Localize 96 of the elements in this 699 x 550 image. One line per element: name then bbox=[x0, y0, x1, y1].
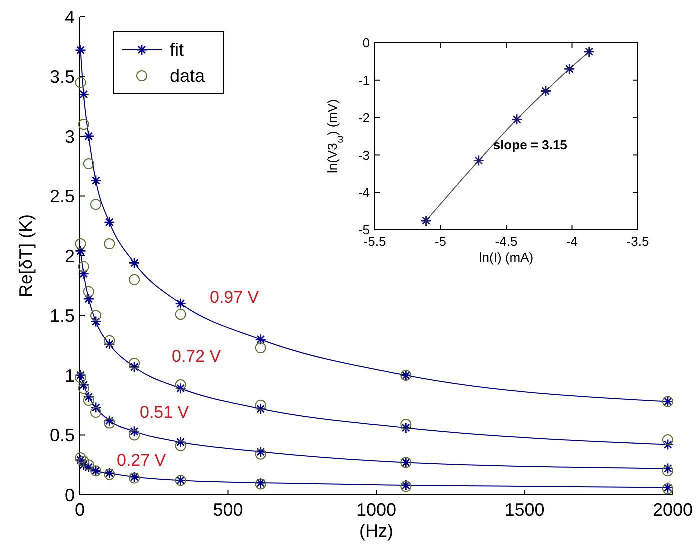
point bbox=[175, 298, 187, 310]
point bbox=[128, 257, 140, 269]
y-axis-title: Re[δT] (K) bbox=[16, 214, 36, 298]
point bbox=[83, 130, 95, 142]
point bbox=[104, 216, 116, 228]
point bbox=[175, 309, 186, 320]
point bbox=[255, 334, 267, 346]
annotation: slope = 3.15 bbox=[493, 138, 568, 153]
point bbox=[564, 63, 576, 75]
point bbox=[75, 238, 86, 250]
point bbox=[400, 418, 412, 430]
annotation: 0.72 V bbox=[172, 347, 222, 366]
y-tick-label: 1 bbox=[64, 366, 75, 386]
point bbox=[104, 415, 116, 427]
y-tick-label: -1 bbox=[358, 72, 370, 88]
point bbox=[175, 440, 186, 452]
legend-label: fit bbox=[170, 40, 184, 60]
point bbox=[78, 383, 90, 394]
y-tick-label: -4 bbox=[358, 185, 370, 200]
point bbox=[662, 434, 674, 446]
point bbox=[83, 158, 94, 170]
point bbox=[75, 372, 86, 384]
y-tick-label: 2 bbox=[64, 246, 75, 266]
x-tick-label: 1500 bbox=[504, 500, 545, 520]
point bbox=[83, 462, 95, 474]
point bbox=[78, 88, 90, 100]
point bbox=[75, 246, 86, 257]
point bbox=[175, 382, 187, 394]
point bbox=[662, 466, 674, 477]
point bbox=[83, 460, 94, 471]
point bbox=[662, 463, 674, 474]
annotation: 0.27 V bbox=[117, 451, 167, 470]
point bbox=[90, 316, 102, 328]
x-tick-label: 2000 bbox=[652, 500, 694, 520]
point bbox=[90, 402, 102, 414]
point bbox=[90, 199, 102, 210]
point bbox=[420, 215, 432, 227]
y-tick-label: 4 bbox=[64, 7, 75, 28]
point bbox=[129, 274, 140, 286]
point bbox=[255, 446, 267, 458]
point bbox=[75, 452, 86, 464]
y-tick-label: -2 bbox=[358, 110, 370, 126]
point bbox=[83, 286, 94, 298]
point bbox=[75, 44, 86, 56]
point bbox=[175, 436, 187, 448]
point bbox=[78, 456, 90, 468]
point bbox=[129, 430, 140, 441]
point bbox=[90, 310, 102, 322]
point bbox=[255, 403, 267, 415]
point bbox=[400, 422, 412, 434]
point bbox=[83, 395, 94, 406]
y-tick-label: -3 bbox=[358, 148, 370, 163]
point bbox=[175, 380, 186, 391]
point bbox=[75, 370, 86, 382]
point bbox=[540, 86, 552, 97]
point bbox=[78, 119, 90, 130]
point bbox=[473, 155, 485, 167]
point bbox=[78, 261, 90, 272]
point bbox=[78, 379, 90, 391]
point bbox=[78, 268, 90, 280]
point bbox=[255, 448, 266, 460]
legend-label: data bbox=[170, 66, 206, 86]
point bbox=[75, 77, 86, 88]
x-axis-title: ln(I) (mA) bbox=[479, 250, 534, 265]
point bbox=[584, 46, 596, 58]
y-tick-label: 0 bbox=[64, 485, 75, 506]
point bbox=[128, 361, 140, 373]
point bbox=[90, 175, 102, 186]
point bbox=[128, 426, 140, 438]
y-tick-label: 3.5 bbox=[50, 67, 75, 88]
y-tick-label: 3 bbox=[64, 126, 75, 147]
x-tick-label: -3.5 bbox=[626, 234, 650, 249]
y-tick-label: 0.5 bbox=[50, 426, 75, 446]
x-tick-label: 1000 bbox=[356, 500, 397, 520]
point bbox=[83, 391, 95, 403]
annotation: 0.51 V bbox=[140, 403, 190, 422]
point bbox=[662, 439, 674, 451]
point bbox=[83, 293, 95, 305]
point bbox=[255, 400, 266, 411]
point bbox=[511, 114, 523, 126]
y-tick-label: 2.5 bbox=[50, 186, 75, 207]
y-tick-label: 0 bbox=[362, 36, 370, 51]
point bbox=[90, 407, 102, 418]
y-tick-label: 1.5 bbox=[50, 306, 75, 326]
x-tick-label: 500 bbox=[213, 500, 244, 520]
point bbox=[104, 335, 116, 346]
x-tick-label: -4.5 bbox=[495, 234, 518, 249]
point bbox=[104, 338, 116, 350]
x-axis-title: (Hz) bbox=[360, 521, 394, 541]
x-tick-label: -5 bbox=[434, 234, 447, 249]
point bbox=[104, 238, 116, 250]
point bbox=[255, 342, 266, 354]
x-tick-label: -4 bbox=[566, 234, 578, 249]
point bbox=[104, 418, 116, 429]
annotation: 0.97 V bbox=[210, 288, 260, 307]
point bbox=[129, 358, 140, 370]
